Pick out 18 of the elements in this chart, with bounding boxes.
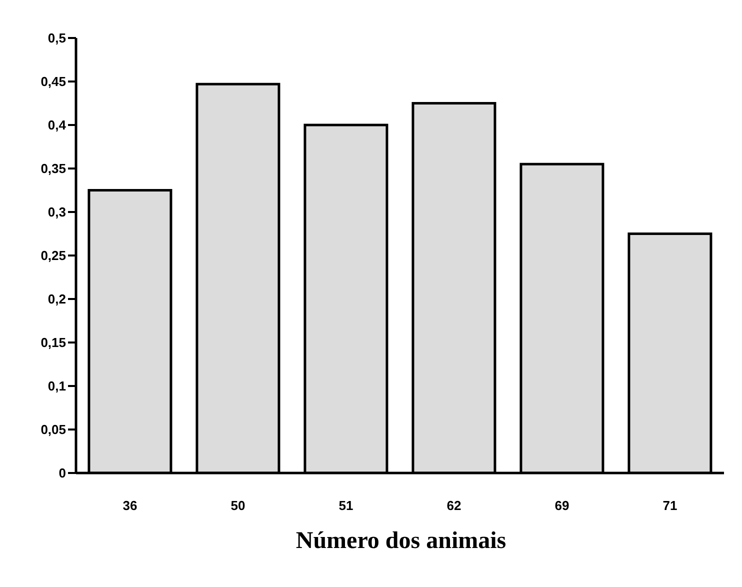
y-tick-label: 0,05 <box>40 422 66 438</box>
y-tick-label: 0,5 <box>48 30 66 46</box>
y-tick-label: 0,25 <box>40 248 66 264</box>
y-tick-label: 0 <box>58 466 66 481</box>
x-tick-label: 51 <box>338 498 354 514</box>
x-tick-label: 62 <box>446 498 462 514</box>
x-tick-label: 50 <box>230 498 246 514</box>
y-tick-label: 0,15 <box>40 335 66 350</box>
y-tick-label: 0,45 <box>40 74 66 90</box>
y-tick-label: 0,35 <box>40 161 66 176</box>
x-tick-label: 69 <box>554 498 570 514</box>
y-tick-label: 0,1 <box>48 378 66 394</box>
y-tick-label: 0,3 <box>48 204 66 220</box>
x-axis-title: Número dos animais <box>294 528 508 555</box>
y-tick-label: 0,2 <box>48 292 66 307</box>
y-tick-label: 0,4 <box>48 118 67 133</box>
x-tick-label: 36 <box>122 498 138 514</box>
x-tick-label: 71 <box>662 498 678 514</box>
